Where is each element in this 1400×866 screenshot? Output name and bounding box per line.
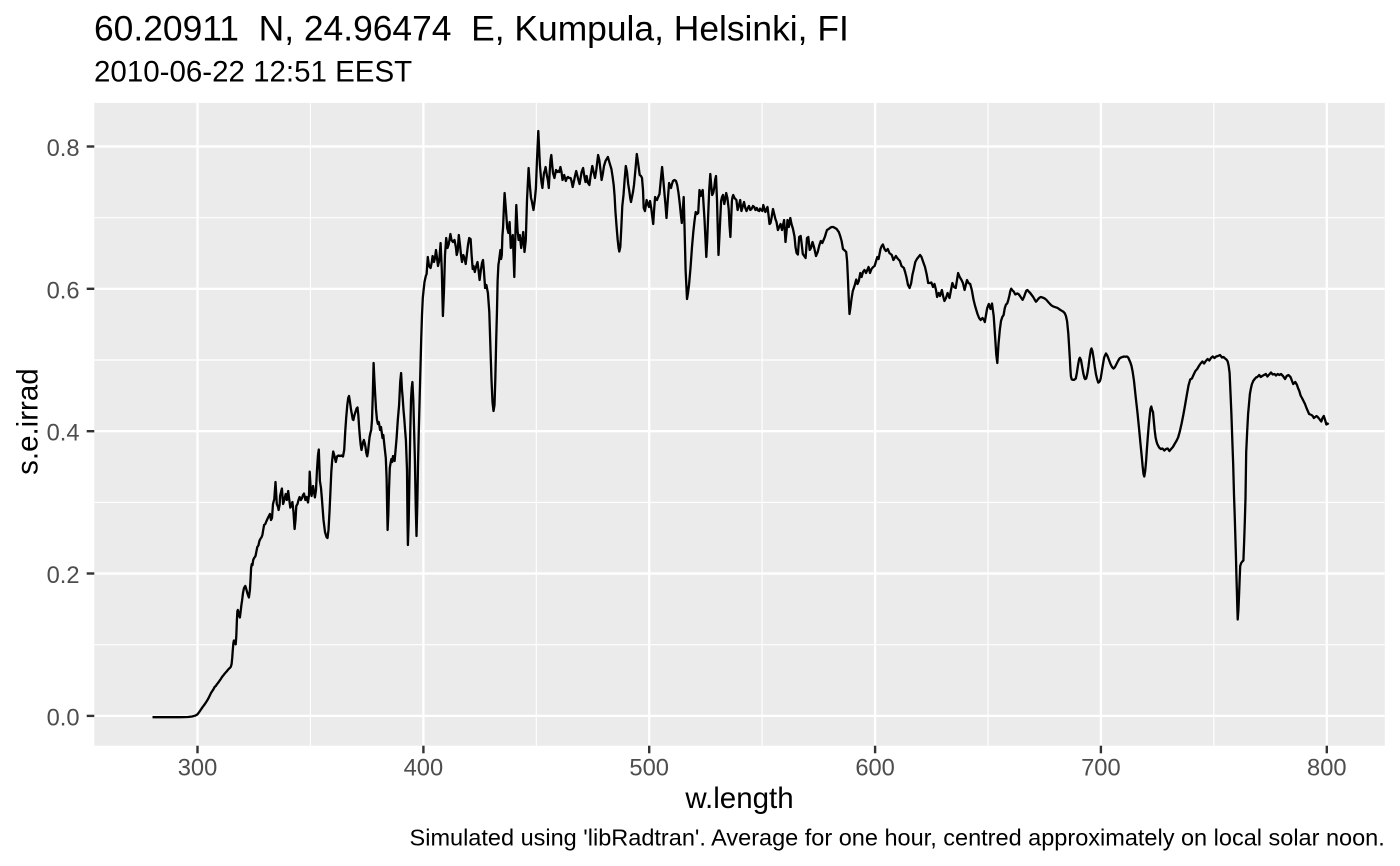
svg-text:500: 500 bbox=[629, 756, 669, 782]
svg-text:300: 300 bbox=[178, 756, 218, 782]
svg-text:0.0: 0.0 bbox=[47, 705, 80, 731]
svg-text:2010-06-22 12:51 EEST: 2010-06-22 12:51 EEST bbox=[94, 55, 412, 88]
svg-text:w.length: w.length bbox=[684, 782, 793, 815]
svg-text:60.20911 N, 24.96474 E, Kump: 60.20911 N, 24.96474 E, Kumpula, Helsink… bbox=[94, 8, 849, 48]
svg-text:0.2: 0.2 bbox=[47, 563, 80, 589]
svg-text:400: 400 bbox=[404, 756, 444, 782]
svg-text:0.8: 0.8 bbox=[47, 136, 80, 162]
svg-text:0.6: 0.6 bbox=[47, 278, 80, 304]
svg-text:0.4: 0.4 bbox=[47, 421, 80, 447]
svg-text:600: 600 bbox=[855, 756, 895, 782]
svg-text:Simulated using 'libRadtran'.: Simulated using 'libRadtran'. Average fo… bbox=[410, 825, 1385, 851]
svg-text:700: 700 bbox=[1081, 756, 1121, 782]
svg-text:s.e.irrad: s.e.irrad bbox=[12, 368, 45, 475]
svg-text:800: 800 bbox=[1307, 756, 1347, 782]
